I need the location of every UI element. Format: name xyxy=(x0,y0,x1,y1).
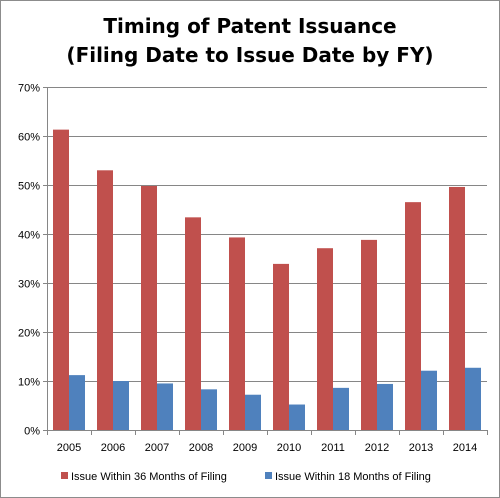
bar-36-months-2009 xyxy=(229,237,245,430)
bars xyxy=(53,130,481,430)
x-axis-categories: 2005 2006 2007 2008 2009 2010 2011 2012 2013 2014 xyxy=(57,442,477,454)
x-tick-label: 2009 xyxy=(233,442,257,454)
x-tick-label: 2013 xyxy=(409,442,433,454)
legend-swatch xyxy=(61,472,68,479)
y-tick-label: 70% xyxy=(18,83,40,95)
bar-18-months-2005 xyxy=(69,375,85,430)
y-tick-label: 40% xyxy=(18,230,40,242)
legend-swatch xyxy=(265,472,272,479)
y-tick-label: 20% xyxy=(18,328,40,340)
bar-36-months-2012 xyxy=(361,240,377,430)
bar-18-months-2013 xyxy=(421,371,437,430)
bar-18-months-2012 xyxy=(377,384,393,430)
y-tick-label: 0% xyxy=(24,426,40,438)
bar-36-months-2014 xyxy=(449,187,465,430)
x-tick-label: 2010 xyxy=(277,442,301,454)
bar-36-months-2011 xyxy=(317,248,333,430)
bar-18-months-2007 xyxy=(157,383,173,430)
bar-36-months-2005 xyxy=(53,130,69,430)
x-tick-label: 2005 xyxy=(57,442,81,454)
bar-36-months-2008 xyxy=(185,217,201,430)
bar-36-months-2013 xyxy=(405,202,421,430)
legend-label: Issue Within 18 Months of Filing xyxy=(275,471,431,483)
bar-36-months-2006 xyxy=(97,170,113,430)
bar-18-months-2008 xyxy=(201,389,217,430)
x-tick-label: 2006 xyxy=(101,442,125,454)
x-tick-label: 2008 xyxy=(189,442,213,454)
x-tick-label: 2011 xyxy=(321,442,345,454)
y-tick-label: 10% xyxy=(18,377,40,389)
y-tick-label: 60% xyxy=(18,132,40,144)
bar-18-months-2010 xyxy=(289,405,305,430)
x-tick-label: 2012 xyxy=(365,442,389,454)
legend-label: Issue Within 36 Months of Filing xyxy=(71,471,227,483)
bar-36-months-2007 xyxy=(141,186,157,430)
y-tick-label: 50% xyxy=(18,181,40,193)
legend: Issue Within 36 Months of Filing Issue Wi… xyxy=(61,471,431,483)
x-tick-label: 2014 xyxy=(453,442,477,454)
bar-18-months-2011 xyxy=(333,388,349,430)
x-tick-label: 2007 xyxy=(145,442,169,454)
bar-18-months-2006 xyxy=(113,381,129,430)
bar-18-months-2009 xyxy=(245,395,261,430)
bar-36-months-2010 xyxy=(273,264,289,430)
y-axis-ticks: 0% 10% 20% 30% 40% 50% 60% 70% xyxy=(18,83,40,438)
bar-18-months-2014 xyxy=(465,368,481,430)
y-tick-label: 30% xyxy=(18,279,40,291)
